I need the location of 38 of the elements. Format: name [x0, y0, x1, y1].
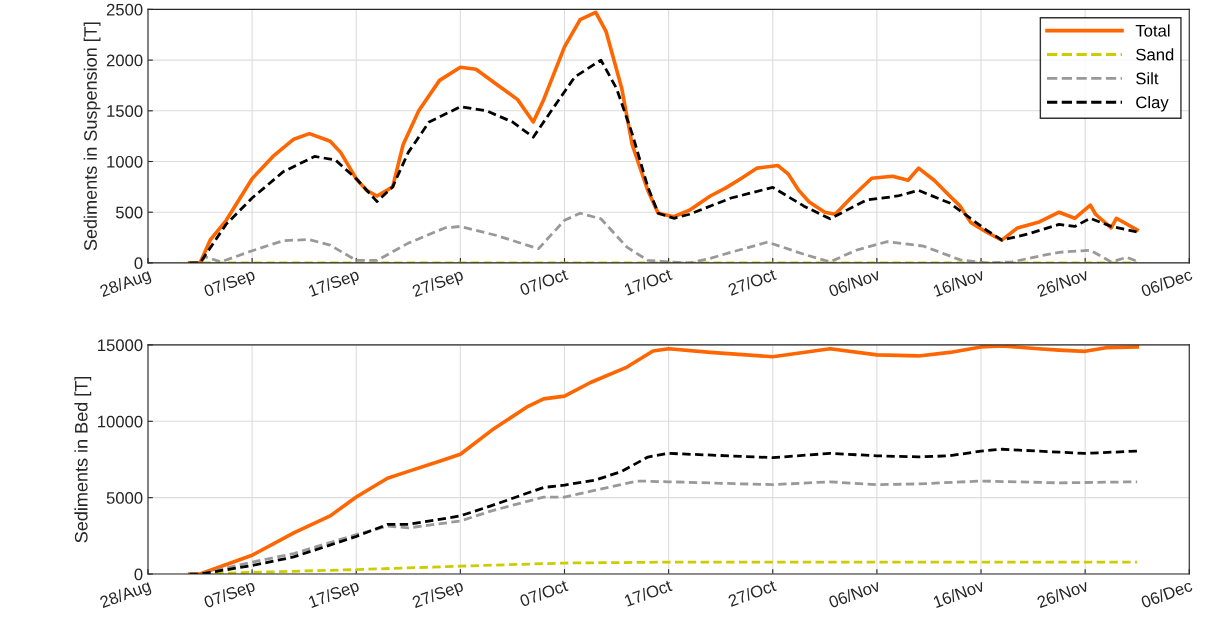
x-tick-label: 16/Nov: [932, 267, 986, 297]
x-tick-label: 06/Nov: [827, 578, 882, 609]
x-tick-label: 27/Oct: [727, 578, 777, 607]
x-tick-label: 07/Sep: [203, 579, 257, 612]
x-tick-label: 17/Oct: [623, 267, 673, 296]
y-tick-label: 2000: [106, 54, 143, 67]
y-tick-label: 1500: [107, 105, 143, 118]
legend-label: Silt: [1136, 72, 1159, 85]
legend-label: Total: [1135, 24, 1170, 37]
x-tick-label: 07/Sep: [203, 268, 257, 301]
y-axis-title: Sediments in Bed [T]: [74, 376, 92, 543]
x-tick-label: 27/Sep: [411, 579, 466, 612]
x-tick-label: 16/Nov: [932, 578, 986, 609]
x-tick-label: 26/Nov: [1036, 578, 1090, 609]
x-tick-label: 17/Sep: [307, 268, 361, 301]
x-tick-label: 27/Sep: [411, 268, 466, 301]
x-tick-label: 06/Dec: [1140, 267, 1194, 298]
x-tick-label: 07/Oct: [518, 267, 569, 296]
y-tick-label: 5000: [106, 492, 143, 504]
x-tick-label: 28/Aug: [99, 579, 153, 612]
x-tick-label: 26/Nov: [1036, 267, 1090, 298]
y-tick-label: 500: [115, 206, 143, 219]
x-tick-label: 06/Dec: [1140, 579, 1194, 609]
legend-label: Sand: [1136, 48, 1174, 61]
y-tick-label: 1000: [107, 155, 143, 168]
x-tick-label: 17/Sep: [307, 579, 361, 612]
y-axis-title: Sediments in Suspension [T]: [83, 22, 101, 251]
x-tick-label: 07/Oct: [518, 578, 569, 607]
y-tick-label: 0: [134, 257, 143, 270]
y-tick-label: 15000: [98, 339, 143, 352]
x-tick-label: 17/Oct: [623, 578, 673, 607]
x-tick-label: 28/Aug: [99, 268, 153, 301]
y-tick-label: 0: [134, 568, 143, 581]
x-tick-label: 06/Nov: [827, 267, 882, 298]
y-tick-label: 2500: [106, 3, 143, 16]
y-tick-label: 10000: [98, 415, 143, 428]
legend-label: Clay: [1136, 96, 1169, 112]
x-tick-label: 27/Oct: [727, 267, 777, 296]
